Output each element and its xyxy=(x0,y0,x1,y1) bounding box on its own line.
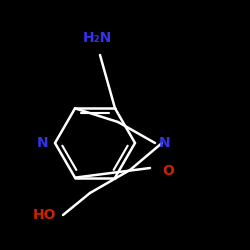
Text: N: N xyxy=(36,136,48,150)
Text: N: N xyxy=(159,136,171,150)
Text: H₂N: H₂N xyxy=(82,31,112,45)
Text: O: O xyxy=(162,164,174,178)
Text: HO: HO xyxy=(33,208,57,222)
